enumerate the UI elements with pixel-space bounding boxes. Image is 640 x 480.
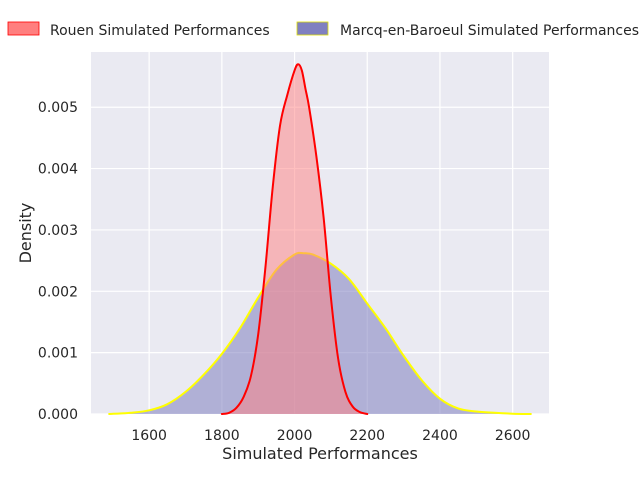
x-tick-label: 1600 [131,428,167,444]
y-tick-label: 0.003 [38,223,78,239]
x-tick-label: 2600 [495,428,531,444]
y-tick-label: 0.004 [38,162,78,178]
legend: Rouen Simulated Performances Marcq-en-Ba… [7,21,639,39]
y-axis-label: Density [16,203,35,264]
y-tick-label: 0.002 [38,284,78,300]
y-tick-label: 0.005 [38,100,78,116]
y-tick-label: 0.000 [38,407,78,423]
legend-label-rouen: Rouen Simulated Performances [50,23,270,39]
y-tick-label: 0.001 [38,346,78,362]
density-line-rouen [220,63,369,415]
legend-swatch-marcq [296,21,329,36]
x-tick-label: 1800 [204,428,240,444]
x-tick-label: 2000 [277,428,313,444]
density-area-rouen [221,64,368,415]
legend-swatch-rouen [7,21,40,36]
x-tick-label: 2400 [422,428,458,444]
legend-label-marcq: Marcq-en-Baroeul Simulated Performances [340,23,639,39]
x-tick-label: 2200 [349,428,385,444]
tick-labels: 1600 1800 2000 2200 2400 2600 0.000 0.001 0.002 0… [38,100,531,444]
x-axis-label: Simulated Performances [222,444,418,463]
series-layer [108,63,532,415]
